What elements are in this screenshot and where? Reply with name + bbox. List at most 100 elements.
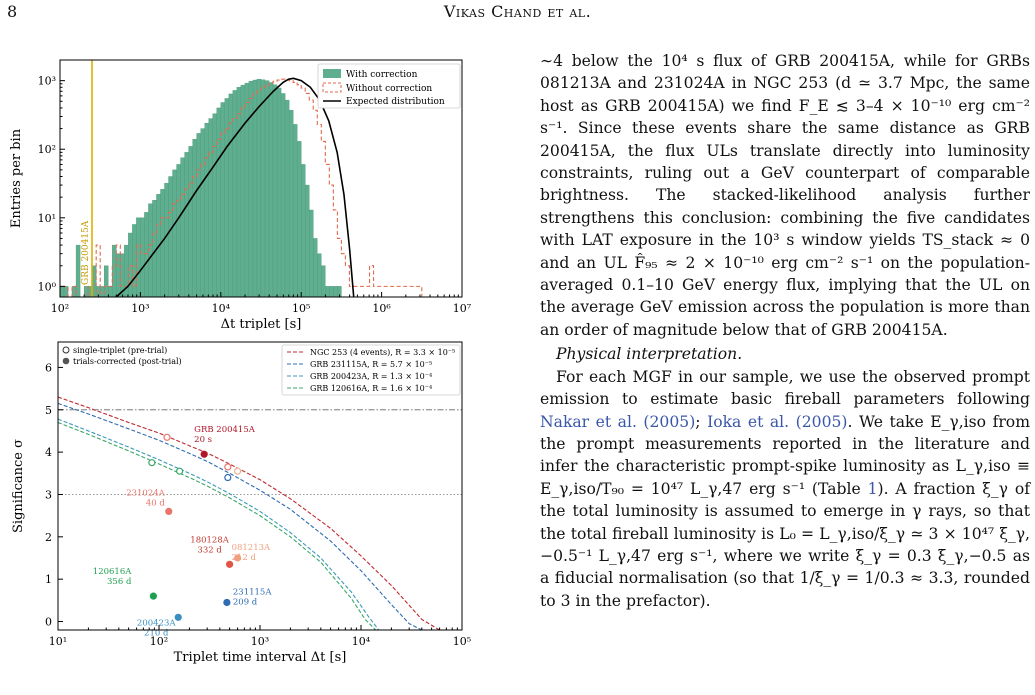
y-tick-label: 6 <box>45 361 52 374</box>
y-tick-label: 4 <box>45 446 52 459</box>
paragraph-fireball-part-b: ; <box>695 412 708 431</box>
event-label: 20 s <box>194 435 212 445</box>
histogram-bar <box>104 265 109 298</box>
histogram-axes <box>59 59 463 298</box>
citation-ioka[interactable]: Ioka et al. (2005) <box>707 412 848 431</box>
histogram-bar <box>301 164 306 298</box>
histogram-bar <box>128 232 133 298</box>
histogram-bar <box>196 133 201 298</box>
histogram-bars <box>59 78 342 298</box>
curve-legend-label: GRB 231115A, R = 5.7 × 10⁻⁵ <box>310 360 432 369</box>
x-tick-label: 10⁵ <box>292 302 310 315</box>
histogram-bar <box>284 99 290 298</box>
y-tick-label: 10¹ <box>38 212 56 225</box>
legend-pre-trial: single-triplet (pre-trial) <box>73 346 167 355</box>
grb-200415a-marker-label: GRB 200415A <box>81 220 91 285</box>
histogram-bar <box>333 286 338 298</box>
paragraph-fireball: For each MGF in our sample, we use the o… <box>540 366 1030 612</box>
significance-y-label: Significance σ <box>11 439 26 533</box>
significance-curve <box>57 421 377 631</box>
significance-curve <box>57 418 380 631</box>
x-tick-label: 10² <box>51 302 69 315</box>
histogram-bar <box>192 139 197 298</box>
histogram-bar <box>321 265 326 298</box>
histogram-bar <box>256 78 262 298</box>
histogram-bar <box>208 118 213 298</box>
legend-box <box>317 63 461 109</box>
histogram-bar <box>272 84 278 298</box>
paragraph-fireball-part-d: ). A fraction ξ_γ of the total luminosit… <box>540 479 1030 610</box>
histogram-bar <box>329 286 334 298</box>
curve-legend-label: NGC 253 (4 events), R = 3.3 × 10⁻⁵ <box>310 348 455 357</box>
x-tick-label: 10³ <box>131 302 149 315</box>
histogram-bar <box>232 90 238 298</box>
event-label: 180128A <box>190 535 229 545</box>
pre-trial-marker <box>148 459 156 467</box>
event-label: 356 d <box>107 577 132 587</box>
histogram-bar <box>164 182 169 298</box>
histogram-bar <box>112 244 117 298</box>
histogram-bar <box>99 286 105 298</box>
curve-legend-label: GRB 120616A, R = 1.6 × 10⁻⁴ <box>310 384 432 393</box>
without-correction-outline <box>59 78 423 298</box>
significance-threshold-lines <box>58 409 462 495</box>
histogram-y-label: Entries per bin <box>9 128 24 228</box>
running-header: Vikas Chand et al. <box>443 2 592 21</box>
histogram-bar <box>75 244 81 298</box>
legend-label-with-correction: With correction <box>346 70 418 80</box>
histogram-bar <box>317 253 322 298</box>
citation-nakar[interactable]: Nakar et al. (2005) <box>540 412 696 431</box>
post-trial-marker <box>174 613 182 621</box>
histogram-bar <box>280 93 286 298</box>
significance-curve <box>57 402 423 631</box>
histogram-bar <box>180 157 185 298</box>
paragraph-fireball-part-c: . We take E_γ,iso from the prompt measur… <box>540 412 1030 498</box>
x-tick-label: 10² <box>150 635 168 648</box>
body-text-column: ∼4 below the 10⁴ s flux of GRB 200415A, … <box>540 50 1030 612</box>
without-correction-step <box>59 78 423 298</box>
pre-trial-marker <box>176 467 184 475</box>
x-tick-label: 10⁴ <box>212 302 231 315</box>
histogram-bar <box>228 93 234 298</box>
x-tick-label: 10¹ <box>49 635 67 648</box>
legend-label-expected: Expected distribution <box>346 97 445 107</box>
event-label: 212 d <box>232 553 257 563</box>
post-trial-marker <box>149 592 157 600</box>
histogram-bar <box>309 209 314 298</box>
histogram-bar <box>172 169 177 298</box>
pre-trial-marker <box>224 463 232 471</box>
expected-distribution-curve <box>115 77 355 298</box>
page-number: 8 <box>7 2 18 21</box>
y-tick-label: 3 <box>45 488 52 501</box>
event-label: 200423A <box>137 618 176 628</box>
histogram-bar <box>313 238 318 298</box>
table-reference[interactable]: 1 <box>867 479 878 498</box>
event-label: 081213A <box>232 543 271 553</box>
event-label: 231024A <box>126 488 165 498</box>
histogram-bar <box>176 164 181 298</box>
histogram-bar <box>148 203 153 298</box>
histogram-bar <box>244 82 250 298</box>
x-tick-label: 10⁴ <box>352 635 371 648</box>
y-tick-label: 0 <box>45 616 52 629</box>
event-label: 40 d <box>146 498 166 508</box>
histogram-bar <box>220 102 226 298</box>
y-tick-label: 1 <box>45 573 52 586</box>
histogram-bar <box>144 212 149 298</box>
x-tick-label: 10³ <box>251 635 269 648</box>
histogram-bar <box>188 146 193 298</box>
event-label: 231115A <box>233 587 272 597</box>
legend-open-marker <box>62 346 70 354</box>
event-label: 209 d <box>233 597 258 607</box>
histogram-bar <box>83 286 89 298</box>
pre-trial-marker <box>233 467 242 475</box>
post-trial-marker <box>233 554 242 562</box>
y-tick-label: 10⁰ <box>38 280 57 293</box>
y-tick-label: 10² <box>38 143 56 156</box>
subheading-physical-interpretation: Physical interpretation. <box>556 345 743 364</box>
histogram-bar <box>276 87 282 298</box>
legend-label-without-correction: Without correction <box>346 84 432 94</box>
post-trial-marker <box>225 560 234 568</box>
histogram-bar <box>116 253 121 298</box>
